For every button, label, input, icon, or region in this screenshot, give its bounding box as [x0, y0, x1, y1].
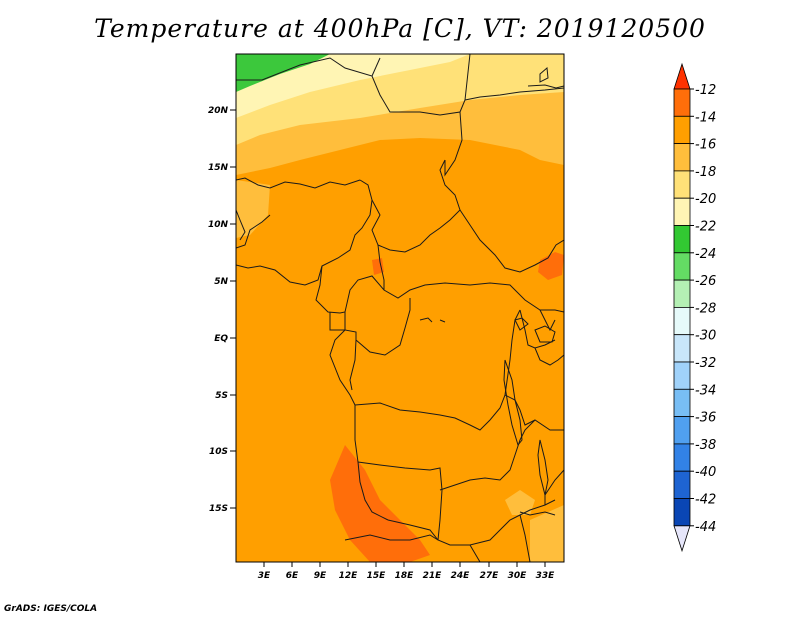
field-blob-southeast	[505, 490, 535, 515]
field-blob-west	[236, 180, 270, 238]
colorbar: -12 -14 -16 -18 -20 -22 -24 -26 -28 -30 -32 -34 -36 -…	[673, 62, 716, 553]
colorbar-label: -24	[695, 247, 716, 262]
colorbar-label: -38	[695, 438, 716, 453]
lake-albert	[514, 317, 529, 331]
country-borders	[236, 54, 564, 562]
colorbar-label: -40	[695, 465, 716, 480]
colorbar-label: -36	[695, 411, 716, 426]
lon-tick-label: 27E	[480, 571, 500, 581]
colorbar-label: -44	[695, 520, 716, 535]
lon-tick-label: 21E	[423, 571, 443, 581]
lon-tick-label: 18E	[395, 571, 415, 581]
lake-victoria	[534, 325, 556, 343]
colorbar-swatch	[673, 470, 691, 499]
field-warm-east	[538, 252, 564, 280]
lat-tick-label: 15N	[208, 163, 229, 173]
colorbar-swatch	[673, 361, 691, 390]
lake-malawi	[537, 439, 549, 496]
lon-axis: 3E 6E 9E 12E 15E 18E 21E 24E 27E 30E 33E	[258, 562, 555, 581]
colorbar-swatch	[673, 279, 691, 308]
colorbar-label: -16	[695, 138, 716, 153]
colorbar-label: -28	[695, 301, 716, 316]
colorbar-swatch	[673, 88, 691, 117]
lon-tick-label: 9E	[314, 571, 327, 581]
colorbar-swatch	[673, 443, 691, 472]
footer-credit: GrADS: IGES/COLA	[4, 604, 98, 614]
lat-tick-label: 10S	[209, 447, 228, 457]
colorbar-swatch	[673, 143, 691, 172]
lat-tick-label: 20N	[208, 106, 229, 116]
colorbar-label: -14	[695, 110, 716, 125]
colorbar-label: -42	[695, 493, 716, 508]
colorbar-swatch	[673, 498, 691, 527]
colorbar-top-arrow	[673, 62, 691, 90]
colorbar-label: -12	[695, 83, 716, 98]
colorbar-swatch	[673, 225, 691, 254]
colorbar-label: -18	[695, 165, 716, 180]
colorbar-label: -32	[695, 356, 716, 371]
lat-tick-label: 5S	[215, 391, 228, 401]
field-band-22-20	[236, 54, 470, 118]
lon-tick-label: 3E	[258, 571, 271, 581]
river-congo	[419, 317, 433, 323]
colorbar-bottom-arrow	[673, 525, 691, 553]
colorbar-swatch	[673, 334, 691, 363]
lat-tick-label: 15S	[209, 504, 228, 514]
lon-tick-label: 30E	[508, 571, 528, 581]
colorbar-swatch	[673, 115, 691, 145]
lon-tick-label: 15E	[367, 571, 387, 581]
lake-kariba	[519, 511, 556, 516]
colorbar-label: -22	[695, 220, 716, 235]
colorbar-swatch	[673, 388, 691, 417]
colorbar-swatch	[673, 306, 691, 336]
colorbar-label: -26	[695, 274, 716, 289]
lake-tanganyika	[503, 359, 523, 447]
colorbar-swatch	[673, 197, 691, 226]
colorbar-swatch	[673, 416, 691, 445]
map-frame	[235, 53, 565, 563]
lat-axis: 20N 15N 10N 5N EQ 5S 10S 15S	[208, 106, 236, 514]
lat-tick-label: 10N	[208, 220, 229, 230]
chart-title: Temperature at 400hPa [C], VT: 201912050…	[94, 14, 706, 43]
colorbar-swatch	[673, 252, 691, 281]
colorbar-label: -34	[695, 383, 716, 398]
temperature-field	[236, 54, 564, 562]
lon-tick-label: 6E	[286, 571, 299, 581]
field-warm-southwest	[330, 445, 430, 562]
colorbar-swatch	[673, 170, 691, 199]
lat-tick-label: EQ	[214, 334, 228, 344]
lon-tick-label: 33E	[536, 571, 556, 581]
field-blob-southeast-2	[530, 505, 564, 562]
field-warm-small	[372, 258, 384, 275]
lakes	[419, 317, 556, 516]
lon-tick-label: 24E	[451, 571, 471, 581]
river-segment	[439, 319, 446, 323]
lon-tick-label: 12E	[339, 571, 359, 581]
colorbar-label: -20	[695, 192, 716, 207]
lat-tick-label: 5N	[214, 277, 228, 287]
colorbar-label: -30	[695, 329, 716, 344]
